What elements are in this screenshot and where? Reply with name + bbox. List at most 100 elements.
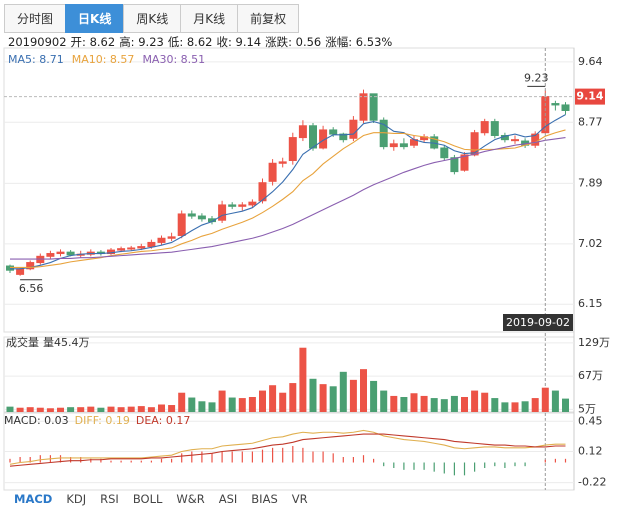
volume-bar: [420, 395, 428, 412]
candle-body: [137, 246, 146, 249]
candle-body: [309, 125, 317, 149]
volume-bar: [178, 392, 186, 412]
indicator-tab[interactable]: BOLL: [132, 492, 163, 506]
volume-bar: [107, 406, 115, 412]
tab[interactable]: 月K线: [180, 4, 239, 33]
volume-bar: [461, 397, 468, 412]
candle-body: [551, 103, 560, 106]
volume-bar: [67, 407, 75, 412]
candle-body: [339, 133, 348, 141]
candle-body: [218, 204, 227, 221]
volume-bar: [370, 380, 378, 412]
volume-bar: [390, 395, 398, 412]
candle-body: [248, 201, 257, 206]
candle-body: [147, 241, 156, 248]
y-tick-label: 129万: [578, 336, 610, 349]
macd-line: [9, 433, 566, 467]
candle-body: [66, 251, 75, 256]
macd-legend: DIFF: 0.19: [75, 414, 130, 427]
volume-bar: [16, 407, 24, 412]
candle-body: [329, 129, 338, 135]
volume-bar: [531, 398, 539, 412]
volume-subtitle: 量45.4万: [43, 336, 90, 349]
candle-body: [511, 139, 519, 142]
volume-bar: [440, 399, 448, 412]
y-tick-label: 9.64: [578, 55, 603, 68]
indicator-tab[interactable]: MACD: [14, 492, 53, 506]
volume-bar: [471, 390, 479, 412]
y-tick-label: 5万: [578, 402, 596, 415]
volume-bar: [77, 407, 85, 412]
candle-body: [561, 104, 570, 111]
y-tick-label: 0.12: [578, 445, 603, 458]
volume-bar: [198, 401, 206, 412]
candle-body: [490, 121, 499, 136]
volume-bar: [450, 395, 458, 412]
info-item: 开: 8.62: [70, 35, 116, 49]
volume-bar: [248, 397, 256, 412]
low-label: 6.56: [19, 282, 44, 295]
volume-bar: [400, 397, 408, 412]
tab[interactable]: 前复权: [237, 4, 300, 33]
y-tick-label: 7.89: [578, 176, 603, 189]
macd-legend: DEA: 0.17: [136, 414, 190, 427]
indicator-tabs: MACD KDJ RSI BOLL W&R ASI BIAS VR: [14, 492, 322, 506]
indicator-tab[interactable]: RSI: [100, 492, 119, 506]
candle-body: [288, 137, 297, 161]
candle-body: [460, 154, 469, 171]
candle-body: [56, 251, 65, 255]
volume-bar: [481, 392, 489, 412]
volume-bar: [309, 378, 317, 412]
tab[interactable]: 日K线: [65, 4, 125, 33]
indicator-tab[interactable]: ASI: [218, 492, 238, 506]
high-label: 9.23: [524, 71, 549, 84]
ma-line: [10, 137, 566, 260]
macd-line: [9, 429, 566, 465]
tab[interactable]: 周K线: [123, 4, 182, 33]
info-item: 高: 9.23: [119, 35, 164, 49]
indicator-tab[interactable]: VR: [291, 492, 308, 506]
candle-body: [197, 215, 206, 220]
candle-body: [389, 143, 398, 148]
volume-bar: [57, 407, 64, 412]
volume-bar: [168, 405, 176, 412]
quote-info: 20190902 开: 8.62 高: 9.23 低: 8.62 收: 9.14 涨跌: …: [8, 34, 396, 50]
candle-body: [177, 213, 186, 236]
y-tick-label: 8.77: [578, 115, 603, 128]
volume-bar: [46, 408, 54, 412]
candle-body: [298, 125, 307, 139]
volume-bar: [36, 407, 44, 412]
candle-body: [16, 268, 25, 275]
ma-legend: MA5: 8.71: [8, 53, 64, 66]
indicator-tab[interactable]: W&R: [176, 492, 205, 506]
candle-body: [238, 204, 247, 207]
volume-bar: [218, 390, 226, 412]
volume-bar: [269, 385, 277, 412]
volume-bar: [259, 390, 266, 412]
volume-bar: [349, 379, 357, 412]
info-item: 20190902: [8, 35, 67, 49]
volume-bar: [521, 401, 529, 412]
info-item: 涨跌: 0.56: [265, 35, 322, 49]
y-tick-label: 6.15: [578, 297, 603, 310]
volume-bar: [511, 402, 519, 412]
indicator-tab[interactable]: BIAS: [251, 492, 278, 506]
candle-body: [440, 147, 449, 159]
candle-body: [157, 237, 166, 243]
volume-bar: [319, 384, 327, 412]
volume-bar: [551, 390, 559, 412]
tab[interactable]: 分时图: [4, 4, 67, 33]
ma-line: [10, 129, 566, 268]
volume-bar: [228, 397, 236, 412]
info-item: 低: 8.62: [167, 35, 213, 49]
y-tick-label: -0.22: [578, 476, 606, 489]
indicator-tab[interactable]: KDJ: [66, 492, 87, 506]
candle-body: [187, 213, 196, 217]
candle-body: [26, 262, 35, 270]
volume-bar: [430, 398, 438, 412]
volume-bar: [380, 390, 388, 412]
volume-bar: [127, 406, 135, 412]
candle-body: [349, 119, 358, 139]
ma-legend: MA30: 8.51: [142, 53, 205, 66]
panel-frame: [3, 47, 575, 333]
